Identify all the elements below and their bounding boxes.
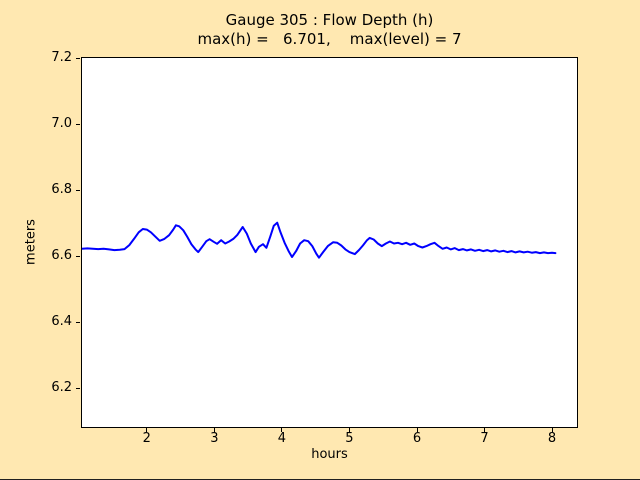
y-tick-label: 6.4 [51,314,72,329]
y-tick-mark [76,387,80,389]
x-tick-mark [281,428,283,432]
x-tick-label: 4 [277,431,287,446]
x-tick-mark [416,428,418,432]
y-tick-mark [76,189,80,191]
chart-title-line1: Gauge 305 : Flow Depth (h) [225,11,434,29]
y-tick-mark [76,255,80,257]
x-tick-label: 6 [412,431,422,446]
x-tick-label: 5 [345,431,354,446]
plot-area [81,57,578,428]
y-tick-label: 6.2 [51,380,72,396]
y-tick-mark [76,321,80,323]
x-tick-label: 8 [547,431,557,446]
x-tick-label: 2 [142,431,151,446]
x-tick-mark [348,428,350,432]
y-tick-label: 7.2 [51,50,72,65]
chart-title-line2: max(h) = 6.701, max(level) = 7 [197,30,462,48]
chart-title: Gauge 305 : Flow Depth (h) max(h) = 6.70… [81,11,578,49]
y-axis-label: meters [23,219,39,265]
x-tick-mark [484,428,485,432]
x-tick-label: 3 [210,431,219,446]
y-tick-label: 6.8 [51,182,72,197]
x-tick-mark [551,428,553,432]
y-tick-label: 7.0 [51,116,72,131]
x-axis-label: hours [311,447,348,462]
y-tick-mark [76,123,80,125]
x-tick-mark [213,428,215,432]
flow-depth-line-chart [82,221,557,259]
y-tick-label: 6.6 [51,248,72,263]
x-tick-mark [146,428,148,432]
y-tick-mark [76,57,80,59]
x-tick-label: 7 [480,431,489,446]
series-flow-depth-h [82,221,557,259]
